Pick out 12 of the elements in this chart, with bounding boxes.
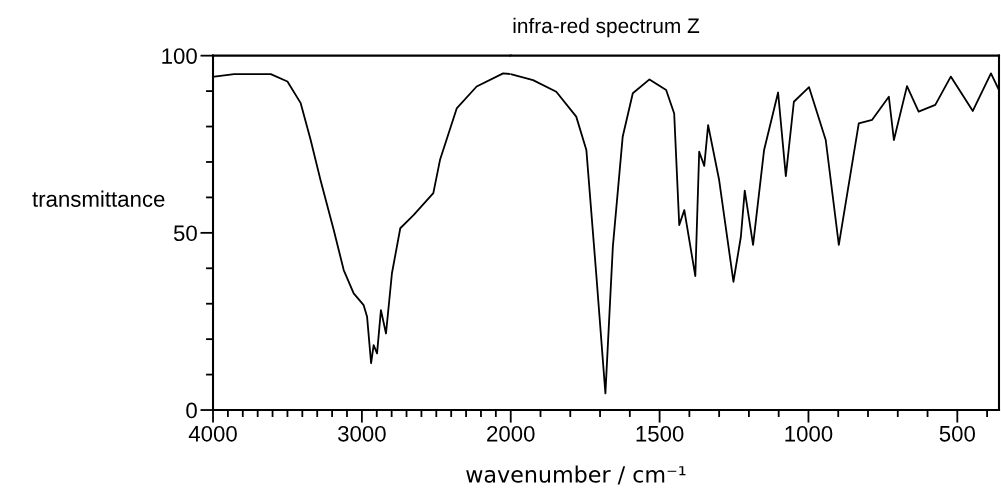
y-tick-label: 50	[173, 225, 197, 242]
y-tick-label: 100	[162, 48, 197, 64]
x-tick-label: 4000	[188, 425, 237, 442]
y-axis-title: transmittance	[32, 190, 165, 207]
x-tick-label: 2000	[487, 425, 535, 442]
x-tick-label: 1000	[785, 425, 833, 442]
y-tick-label: 0	[186, 402, 197, 419]
x-tick-label: 1500	[636, 425, 684, 442]
x-tick-label: 500	[939, 425, 975, 442]
x-axis-title: wavenumber / cm⁻¹	[466, 465, 686, 485]
x-tick-label: 3000	[338, 425, 386, 442]
chart-title: infra-red spectrum Z	[513, 17, 700, 38]
